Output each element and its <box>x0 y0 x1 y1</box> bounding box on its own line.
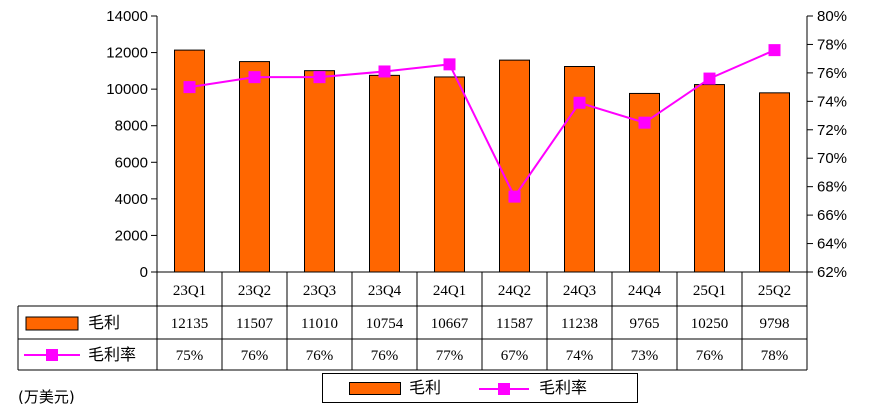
left-tick-label: 0 <box>140 264 148 281</box>
table-value: 76% <box>696 348 724 364</box>
table-value: 74% <box>566 348 594 364</box>
row-key-swatch <box>25 316 79 331</box>
table-value: 76% <box>241 348 269 364</box>
line-marker <box>768 44 781 57</box>
bar <box>369 74 400 273</box>
table-value: 75% <box>176 348 204 364</box>
axes-lines <box>156 16 808 272</box>
table-value: 9765 <box>630 316 660 332</box>
table-value: 77% <box>436 348 464 364</box>
table-value: 10250 <box>691 316 729 332</box>
category-label: 24Q1 <box>433 283 466 299</box>
line-marker <box>248 71 261 84</box>
left-tick-label: 8000 <box>115 118 148 135</box>
table-value: 78% <box>761 348 789 364</box>
right-tick-label: 64% <box>817 236 847 253</box>
category-label: 23Q4 <box>368 283 402 299</box>
line-marker <box>573 96 586 109</box>
right-axis: 62% 64% 66% 68% 70% 72% 74% 76% 78% 80% <box>807 8 847 281</box>
legend: 毛利 毛利率 <box>322 373 638 403</box>
data-table-text: 23Q1 23Q2 23Q3 23Q4 24Q1 24Q2 24Q3 24Q4 25Q1 25Q2… <box>24 283 791 364</box>
right-tick-label: 72% <box>817 122 847 139</box>
table-value: 76% <box>306 348 334 364</box>
unit-label: (万美元) <box>18 388 75 406</box>
right-tick-label: 78% <box>817 36 847 53</box>
table-value: 9798 <box>760 316 790 332</box>
line-marker <box>638 116 651 129</box>
table-value: 10667 <box>431 316 469 332</box>
line-path <box>189 49 775 199</box>
line-marker <box>443 58 456 71</box>
bar <box>499 59 530 273</box>
left-tick-label: 14000 <box>106 8 148 25</box>
left-axis: 0 2000 4000 6000 8000 10000 12000 14000 <box>106 8 157 281</box>
row-series-label: 毛利率 <box>88 345 136 364</box>
right-tick-label: 76% <box>817 65 847 82</box>
bar-series <box>174 49 790 273</box>
category-label: 25Q1 <box>693 283 726 299</box>
legend-bar-label: 毛利 <box>409 378 442 397</box>
left-tick-label: 12000 <box>106 45 148 62</box>
table-value: 10754 <box>366 316 404 332</box>
right-tick-label: 74% <box>817 93 847 110</box>
table-value: 11587 <box>496 316 533 332</box>
right-tick-label: 80% <box>817 8 847 25</box>
category-label: 24Q2 <box>498 283 531 299</box>
left-tick-label: 4000 <box>115 191 148 208</box>
bar <box>434 76 465 273</box>
line-marker <box>378 65 391 78</box>
row-series-label: 毛利 <box>88 313 120 332</box>
category-label: 25Q2 <box>758 283 791 299</box>
table-value: 73% <box>631 348 659 364</box>
bar <box>239 61 270 273</box>
data-table-frame <box>17 271 808 371</box>
category-label: 24Q3 <box>563 283 596 299</box>
category-label: 24Q4 <box>628 283 662 299</box>
category-label: 23Q1 <box>173 283 206 299</box>
category-label: 23Q3 <box>303 283 336 299</box>
line-marker <box>508 190 521 203</box>
row-key-marker <box>46 349 58 361</box>
table-value: 11010 <box>301 316 338 332</box>
bar <box>759 92 790 273</box>
line-marker <box>183 81 196 94</box>
left-tick-label: 6000 <box>115 154 148 171</box>
right-tick-label: 62% <box>817 264 847 281</box>
line-series <box>183 44 781 203</box>
legend-line-label: 毛利率 <box>539 378 588 397</box>
right-tick-label: 66% <box>817 207 847 224</box>
table-value: 12135 <box>171 316 209 332</box>
bar <box>304 70 335 273</box>
table-value: 11507 <box>236 316 273 332</box>
bar <box>694 84 725 273</box>
line-marker <box>703 72 716 85</box>
right-tick-label: 70% <box>817 150 847 167</box>
table-value: 11238 <box>561 316 598 332</box>
table-value: 67% <box>501 348 529 364</box>
line-marker <box>313 71 326 84</box>
legend-bar-swatch <box>349 382 401 395</box>
left-tick-label: 10000 <box>106 81 148 98</box>
left-tick-label: 2000 <box>115 227 148 244</box>
legend-marker-icon <box>498 383 510 395</box>
right-tick-label: 68% <box>817 179 847 196</box>
category-label: 23Q2 <box>238 283 271 299</box>
table-value: 76% <box>371 348 399 364</box>
